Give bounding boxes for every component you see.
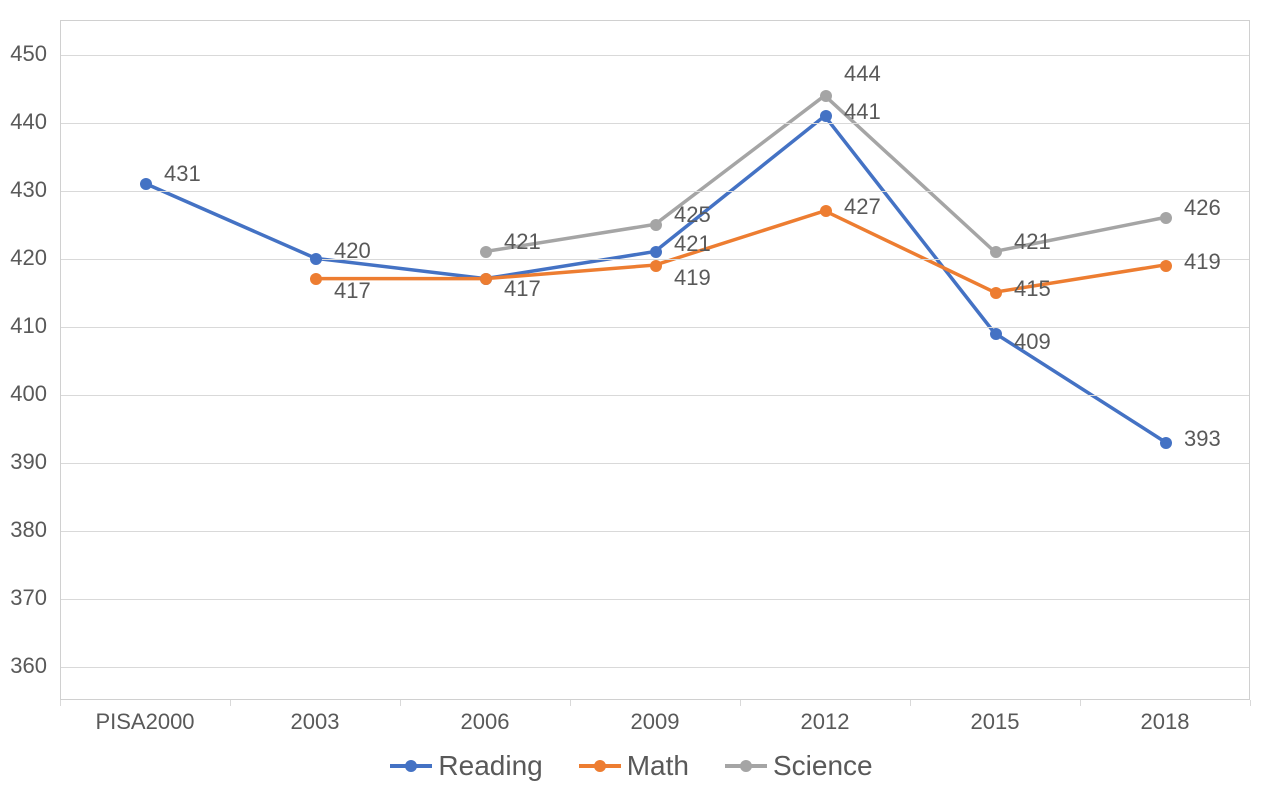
data-label: 419 <box>1184 249 1221 275</box>
x-tick-label: 2012 <box>801 709 850 735</box>
x-tick-label: 2003 <box>291 709 340 735</box>
data-label: 409 <box>1014 329 1051 355</box>
y-tick-label: 420 <box>10 245 47 271</box>
y-tick-label: 450 <box>10 41 47 67</box>
x-tick <box>1080 700 1081 706</box>
gridline <box>61 395 1249 396</box>
data-marker <box>820 90 832 102</box>
chart-legend: Reading Math Science <box>0 750 1263 782</box>
data-marker <box>480 246 492 258</box>
data-marker <box>310 273 322 285</box>
data-label: 426 <box>1184 195 1221 221</box>
y-tick-label: 410 <box>10 313 47 339</box>
data-label: 444 <box>844 61 881 87</box>
gridline <box>61 463 1249 464</box>
data-label: 417 <box>504 276 541 302</box>
x-tick-label: 2009 <box>631 709 680 735</box>
y-tick-label: 380 <box>10 517 47 543</box>
data-marker <box>1160 212 1172 224</box>
data-marker <box>990 287 1002 299</box>
data-marker <box>650 219 662 231</box>
y-tick-label: 430 <box>10 177 47 203</box>
y-tick-label: 360 <box>10 653 47 679</box>
x-tick <box>910 700 911 706</box>
gridline <box>61 191 1249 192</box>
data-marker <box>990 328 1002 340</box>
x-tick <box>230 700 231 706</box>
data-label: 421 <box>504 229 541 255</box>
data-marker <box>820 205 832 217</box>
x-tick-label: 2018 <box>1141 709 1190 735</box>
data-marker <box>480 273 492 285</box>
data-marker <box>140 178 152 190</box>
data-marker <box>990 246 1002 258</box>
x-tick <box>1250 700 1251 706</box>
data-label: 393 <box>1184 426 1221 452</box>
gridline <box>61 55 1249 56</box>
gridline <box>61 667 1249 668</box>
data-marker <box>310 253 322 265</box>
legend-label: Math <box>627 750 689 782</box>
x-tick-label: 2015 <box>971 709 1020 735</box>
y-tick-label: 390 <box>10 449 47 475</box>
data-label: 419 <box>674 265 711 291</box>
gridline <box>61 531 1249 532</box>
gridline <box>61 599 1249 600</box>
legend-swatch-line <box>725 764 767 768</box>
data-label: 425 <box>674 202 711 228</box>
gridline <box>61 123 1249 124</box>
x-tick-label: 2006 <box>461 709 510 735</box>
data-label: 420 <box>334 238 371 264</box>
legend-swatch-marker <box>405 760 417 772</box>
data-label: 421 <box>1014 229 1051 255</box>
legend-item-math: Math <box>579 750 689 782</box>
data-label: 415 <box>1014 276 1051 302</box>
legend-swatch-marker <box>740 760 752 772</box>
y-tick-label: 400 <box>10 381 47 407</box>
x-tick-label: PISA2000 <box>95 709 194 735</box>
legend-swatch-line <box>390 764 432 768</box>
y-axis: 360 370 380 390 400 410 420 430 440 450 <box>0 20 55 700</box>
data-marker <box>650 260 662 272</box>
x-tick <box>60 700 61 706</box>
plot-area: 431 420 417 421 441 409 393 417 419 427 415 419 421 4… <box>60 20 1250 700</box>
data-marker <box>820 110 832 122</box>
legend-swatch-marker <box>594 760 606 772</box>
y-tick-label: 370 <box>10 585 47 611</box>
legend-label: Science <box>773 750 873 782</box>
data-label: 417 <box>334 278 371 304</box>
data-label: 427 <box>844 194 881 220</box>
data-label: 421 <box>674 231 711 257</box>
legend-item-reading: Reading <box>390 750 542 782</box>
series-line-reading <box>146 116 1164 441</box>
legend-item-science: Science <box>725 750 873 782</box>
x-tick <box>570 700 571 706</box>
data-marker <box>1160 260 1172 272</box>
x-tick <box>740 700 741 706</box>
data-marker <box>1160 437 1172 449</box>
x-tick <box>400 700 401 706</box>
gridline <box>61 327 1249 328</box>
x-axis: PISA2000 2003 2006 2009 2012 2015 2018 <box>60 705 1250 735</box>
data-label: 441 <box>844 99 881 125</box>
legend-label: Reading <box>438 750 542 782</box>
pisa-line-chart: 360 370 380 390 400 410 420 430 440 450 431 420 417… <box>0 0 1263 806</box>
y-tick-label: 440 <box>10 109 47 135</box>
legend-swatch-line <box>579 764 621 768</box>
data-label: 431 <box>164 161 201 187</box>
data-marker <box>650 246 662 258</box>
